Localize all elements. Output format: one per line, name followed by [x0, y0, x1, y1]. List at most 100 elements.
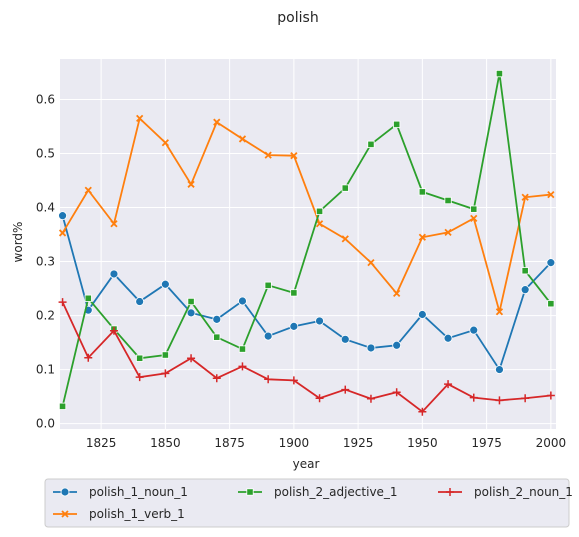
data-point: [367, 258, 375, 267]
data-point: [418, 407, 427, 416]
data-point: [495, 365, 504, 374]
data-point: [341, 235, 349, 243]
data-point: [521, 193, 529, 201]
y-axis-label: word%: [11, 222, 25, 263]
data-point: [187, 297, 195, 306]
legend-marker: [246, 488, 254, 496]
legend-marker: [60, 487, 70, 497]
data-point: [136, 114, 144, 123]
data-point: [160, 279, 170, 289]
series-line: [61, 73, 552, 407]
legend-item: polish_1_verb_1: [53, 507, 185, 521]
x-tick-label: 1875: [214, 436, 245, 450]
data-point: [444, 228, 452, 237]
data-point: [366, 343, 376, 353]
series-line: [61, 301, 551, 413]
data-point: [315, 207, 324, 215]
data-point: [109, 326, 118, 335]
data-point: [521, 267, 529, 275]
x-tick-label: 1900: [279, 436, 310, 450]
data-point: [290, 152, 298, 160]
data-point: [186, 308, 196, 318]
data-point: [109, 269, 119, 279]
series-line: [61, 215, 552, 372]
data-point: [289, 376, 298, 385]
data-point: [58, 211, 67, 221]
data-point: [521, 394, 530, 403]
data-point: [110, 220, 118, 228]
data-point: [392, 340, 402, 350]
y-tick-label: 0.6: [36, 93, 55, 107]
series-polish_2_adjective_1: [58, 69, 555, 410]
legend: polish_1_noun_1 polish_1_verb_1 polish_2_a…: [44, 478, 573, 528]
y-tick-label: 0.0: [36, 417, 55, 431]
data-point: [315, 220, 324, 228]
data-point: [393, 120, 401, 128]
data-point: [444, 196, 452, 205]
data-point: [58, 298, 67, 307]
data-point: [315, 316, 324, 326]
data-point: [340, 334, 350, 344]
series-polish_1_verb_1: [58, 114, 555, 316]
x-axis-ticks: 1825 1850 1875 1900 1925 1950 1975 2000: [86, 436, 566, 450]
data-point: [469, 325, 479, 335]
data-point: [187, 354, 196, 363]
x-axis-label: year: [293, 457, 320, 471]
legend-marker: [61, 510, 69, 518]
data-point: [135, 297, 145, 306]
series-polish_2_noun_1: [58, 298, 555, 416]
data-point: [289, 321, 299, 331]
y-tick-label: 0.3: [36, 255, 55, 269]
legend-item: polish_2_noun_1: [438, 485, 573, 499]
data-point: [263, 331, 273, 341]
data-point: [417, 310, 427, 319]
data-point: [264, 375, 273, 384]
data-point: [443, 333, 453, 343]
data-point: [238, 135, 247, 143]
data-point: [367, 140, 375, 148]
series-line: [61, 116, 551, 313]
data-point: [238, 345, 247, 353]
chart-title: polish: [277, 10, 318, 26]
data-point: [135, 373, 144, 382]
data-point: [212, 374, 221, 383]
data-point: [418, 233, 426, 241]
x-tick-label: 1850: [150, 436, 181, 450]
data-point: [366, 394, 375, 403]
x-tick-label: 1825: [86, 436, 117, 450]
x-tick-label: 1925: [343, 436, 374, 450]
legend-label: polish_1_verb_1: [89, 507, 185, 521]
data-point: [469, 393, 478, 402]
y-tick-label: 0.5: [36, 147, 55, 161]
data-point: [444, 380, 453, 389]
data-point: [495, 69, 504, 78]
data-point: [161, 351, 169, 359]
data-point: [187, 180, 195, 188]
data-point: [470, 214, 478, 222]
data-point: [212, 314, 222, 324]
data-point: [392, 388, 401, 397]
legend-item: polish_1_noun_1: [53, 485, 188, 499]
data-point: [520, 285, 530, 295]
data-point: [84, 353, 93, 362]
legend-label: polish_2_adjective_1: [274, 485, 398, 499]
data-point: [290, 289, 298, 297]
data-point: [238, 296, 247, 306]
data-point: [315, 394, 324, 403]
y-axis-ticks: 0.0 0.1 0.2 0.3 0.4 0.5 0.6: [36, 93, 55, 431]
data-point: [58, 402, 67, 410]
data-point: [84, 186, 92, 194]
data-point: [495, 396, 504, 405]
legend-label: polish_1_noun_1: [89, 485, 188, 499]
x-tick-label: 2000: [536, 436, 567, 450]
data-point: [470, 205, 478, 213]
legend-marker: [446, 488, 454, 496]
legend-item: polish_2_adjective_1: [238, 485, 398, 499]
data-point: [341, 385, 350, 394]
series-layer: [58, 69, 556, 416]
data-point: [418, 188, 426, 196]
grid-lines: [60, 59, 556, 429]
data-point: [136, 354, 144, 362]
data-point: [84, 294, 92, 302]
